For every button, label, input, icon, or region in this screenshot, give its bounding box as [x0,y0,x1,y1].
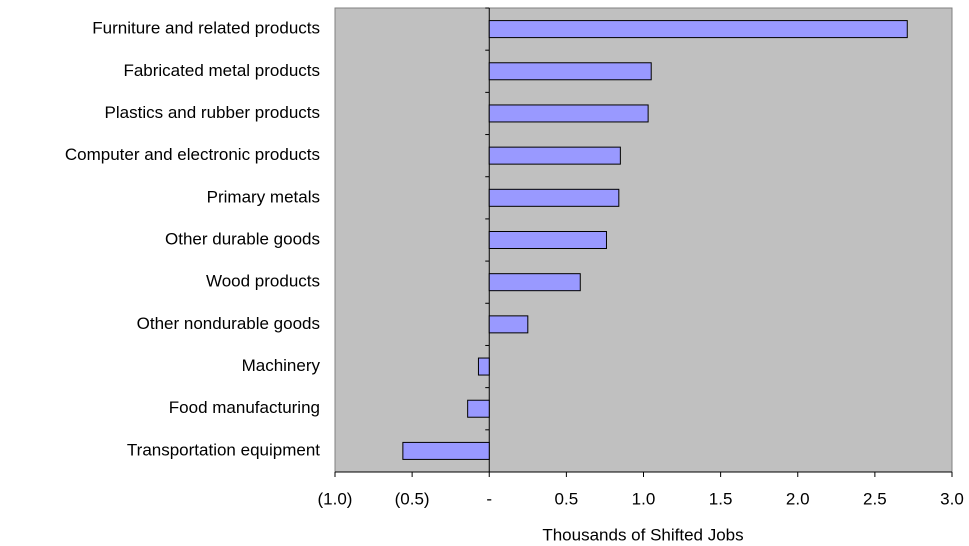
y-tick-label: Other nondurable goods [137,314,320,333]
bar [488,231,607,249]
bar [488,315,529,334]
y-tick-label: Plastics and rubber products [105,103,320,122]
y-tick-label: Computer and electronic products [65,145,320,164]
y-tick-label: Primary metals [207,187,320,206]
y-tick-label: Food manufacturing [169,398,320,417]
x-axis-label: Thousands of Shifted Jobs [542,525,743,544]
x-tick-label: (0.5) [395,489,430,508]
bar [488,104,649,123]
y-tick-label: Wood products [206,272,320,291]
bar [477,357,490,376]
plot-area [334,7,953,473]
y-tick-label: Other durable goods [165,229,320,248]
x-tick-label: 2.0 [786,489,810,508]
y-tick-label: Machinery [242,356,321,375]
bar [488,273,581,292]
bar [467,399,490,418]
bar [488,188,620,207]
x-tick-label: 1.0 [632,489,656,508]
x-tick-label: (1.0) [318,489,353,508]
y-tick-label: Fabricated metal products [123,61,320,80]
x-tick-label: 0.5 [555,489,579,508]
y-tick-label: Transportation equipment [127,440,320,459]
bar [402,441,490,460]
bar [488,146,621,165]
x-tick-label: 2.5 [863,489,887,508]
bar [488,20,908,39]
x-tick-label: 1.5 [709,489,733,508]
bar [488,62,652,81]
x-tick-label: 3.0 [940,489,964,508]
y-tick-label: Furniture and related products [92,19,320,38]
x-tick-label: - [486,489,492,508]
